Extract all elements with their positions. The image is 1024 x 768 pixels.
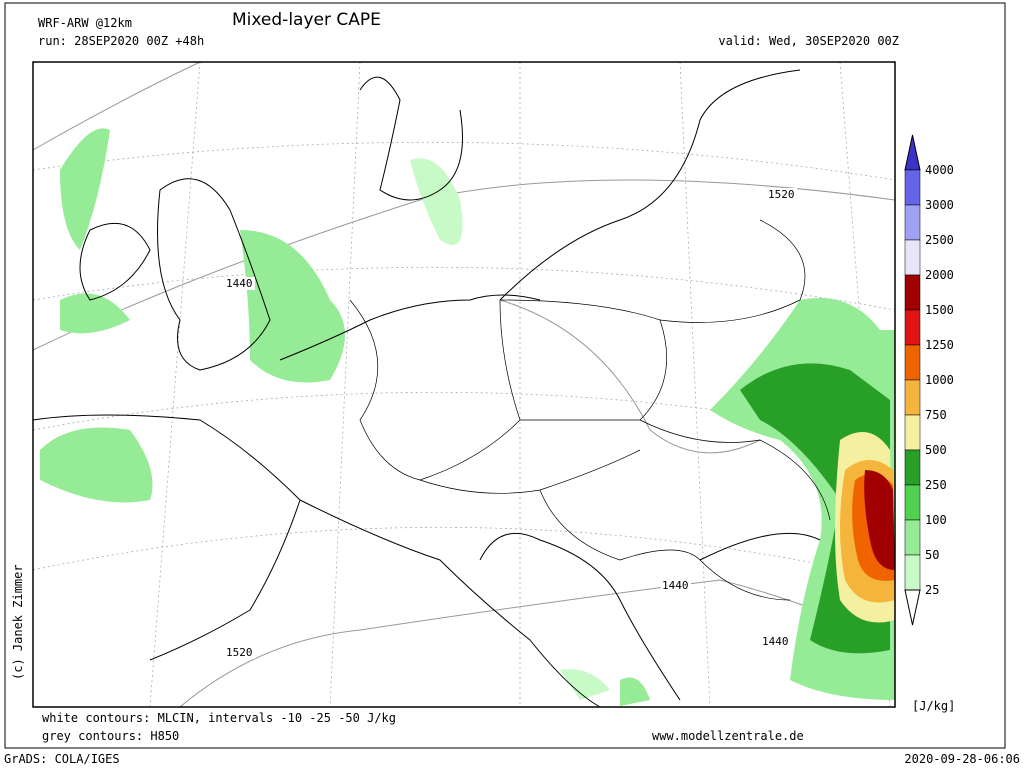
colorbar: 4000 3000 2500 2000 1500 1250 1000 750 500 250 100… [904, 134, 954, 626]
cape-field [40, 128, 895, 706]
contour-label: 1440 [662, 579, 689, 592]
contour-label-bg [767, 188, 797, 201]
coastlines [32, 69, 821, 708]
contour-labels: 1520 1440 1440 1440 1520 [225, 188, 797, 659]
outer-frame [4, 2, 1006, 749]
model-label: WRF-ARW @12km [38, 16, 132, 30]
contour-label-bg [225, 277, 255, 290]
valid-label: valid: Wed, 30SEP2020 00Z [718, 34, 899, 48]
colorbar-label: 2500 [925, 233, 954, 247]
colorbar-band [904, 379, 921, 416]
colorbar-band [904, 484, 921, 521]
footer-line2: grey contours: H850 [42, 729, 179, 743]
contour-label: 1440 [762, 635, 789, 648]
colorbar-label: 250 [925, 478, 947, 492]
colorbar-label: 500 [925, 443, 947, 457]
colorbar-label: 50 [925, 548, 939, 562]
colorbar-bottom-triangle [904, 589, 921, 626]
colorbar-band [904, 309, 921, 346]
title: Mixed-layer CAPE [232, 10, 381, 30]
grads-label: GrADS: COLA/IGES [4, 752, 120, 766]
colorbar-unit: [J/kg] [912, 699, 955, 713]
colorbar-label: 750 [925, 408, 947, 422]
footer-line1: white contours: MLCIN, intervals -10 -25… [42, 711, 396, 725]
colorbar-label: 1250 [925, 338, 954, 352]
colorbar-band [904, 449, 921, 486]
colorbar-label: 3000 [925, 198, 954, 212]
colorbar-band [904, 239, 921, 276]
contour-label: 1440 [226, 277, 253, 290]
colorbar-label: 25 [925, 583, 939, 597]
borders [349, 219, 831, 601]
credit: (c) Janek Zimmer [11, 564, 25, 680]
map-frame [32, 61, 896, 708]
contour-label-bg [761, 635, 791, 648]
colorbar-band [904, 274, 921, 311]
colorbar-label: 100 [925, 513, 947, 527]
colorbar-band [904, 204, 921, 241]
colorbar-label: 1500 [925, 303, 954, 317]
colorbar-band [904, 414, 921, 451]
colorbar-band [904, 554, 921, 591]
colorbar-top-triangle [904, 134, 921, 171]
run-label: run: 28SEP2020 00Z +48h [38, 34, 204, 48]
colorbar-label: 2000 [925, 268, 954, 282]
website: www.modellzentrale.de [652, 729, 804, 743]
colorbar-band [904, 519, 921, 556]
contour-label: 1520 [226, 646, 253, 659]
contour-label-bg [225, 646, 255, 659]
timestamp: 2020-09-28-06:06 [904, 752, 1020, 766]
colorbar-band [904, 169, 921, 206]
colorbar-band [904, 344, 921, 381]
colorbar-label: 4000 [925, 163, 954, 177]
contour-label-bg [661, 579, 691, 592]
colorbar-label: 1000 [925, 373, 954, 387]
contour-label: 1520 [768, 188, 795, 201]
map: 1520 1440 1440 1440 1520 [32, 61, 896, 708]
